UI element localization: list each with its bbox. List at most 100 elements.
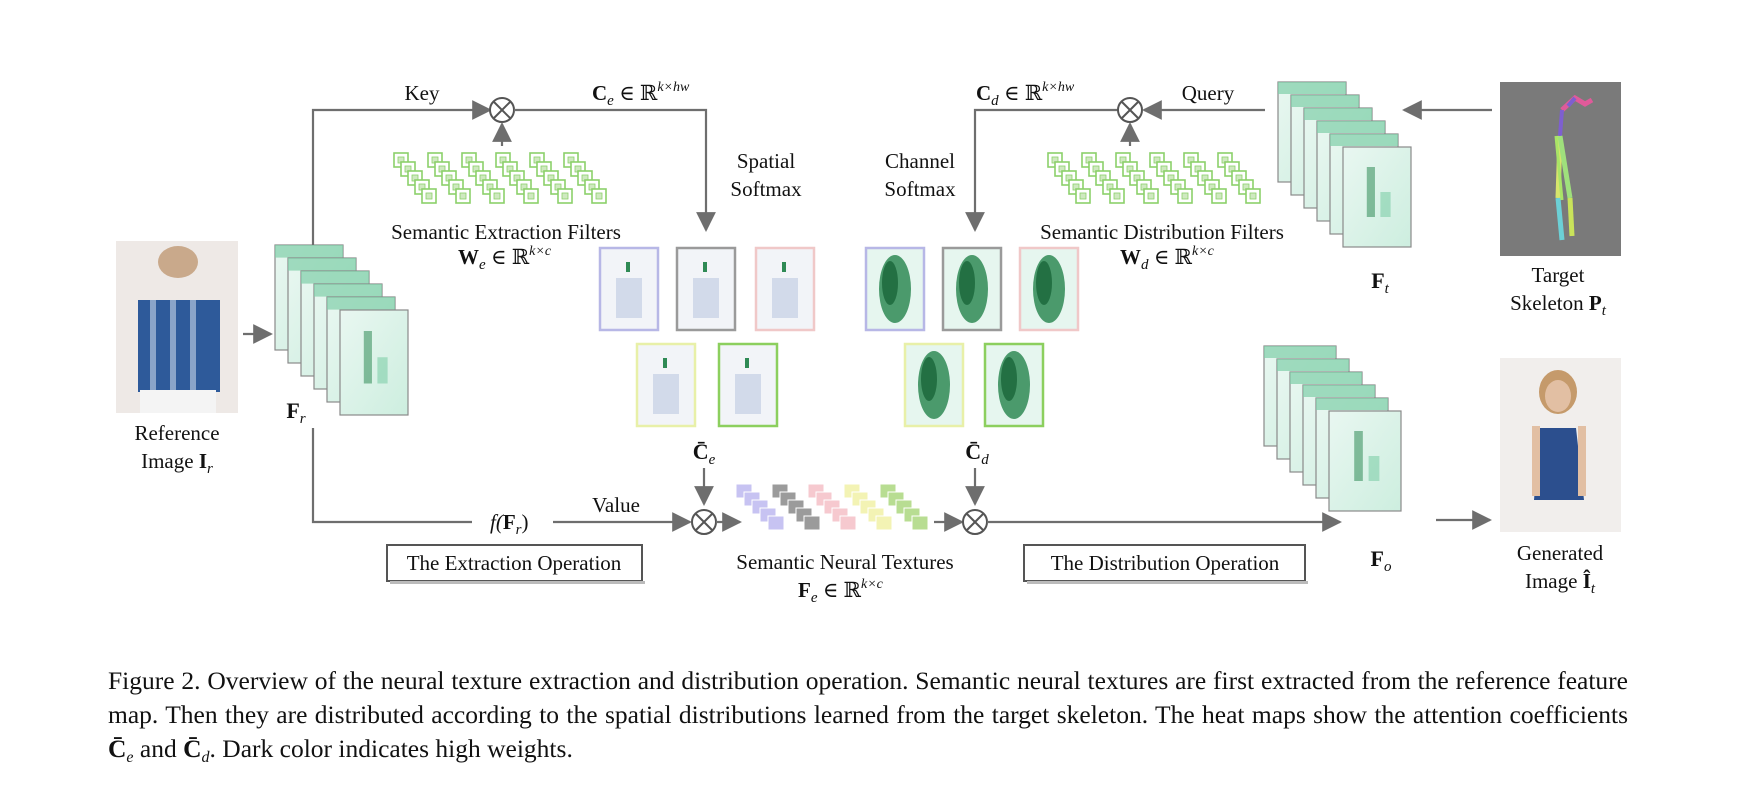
reference-image-symbol: Image Ir xyxy=(141,449,213,477)
ce-panel xyxy=(754,246,816,332)
ft-band xyxy=(1317,121,1385,133)
caption-ce-sub: e xyxy=(126,749,134,766)
cd-blob xyxy=(959,261,975,305)
cbar-e-label: C̄e xyxy=(693,439,716,468)
generated-image-label: Generated xyxy=(1517,541,1604,565)
wd-label: Wd ∈ ℝk×c xyxy=(1120,244,1215,273)
cd-blob xyxy=(1001,357,1017,401)
ft-band xyxy=(1278,82,1346,94)
caption-ce-symbol: C̄ xyxy=(108,734,127,763)
fr-band xyxy=(288,258,356,271)
channel-softmax-label-1: Channel xyxy=(885,149,955,173)
fr-label: Fr xyxy=(286,398,305,427)
semantic-distribution-filters-label: Semantic Distribution Filters xyxy=(1040,220,1284,244)
ce-activation xyxy=(626,262,630,272)
extraction-operation-box: The Extraction Operation xyxy=(386,544,645,584)
query-label: Query xyxy=(1182,81,1235,105)
texture-cube xyxy=(911,515,929,531)
ft-activation xyxy=(1380,192,1391,217)
distribution-filter-core xyxy=(1079,192,1087,200)
key-path xyxy=(311,100,492,245)
cbar-d-label: C̄d xyxy=(965,439,989,468)
ft-label: Ft xyxy=(1371,268,1389,297)
ce-garment xyxy=(772,278,798,318)
value-path-left xyxy=(311,428,472,524)
ce-activation xyxy=(703,262,707,272)
fo-band xyxy=(1303,385,1375,397)
distribution-filter-core xyxy=(1249,192,1257,200)
key-label: Key xyxy=(405,81,440,105)
ce-path xyxy=(514,108,716,232)
fo-map xyxy=(1328,410,1402,512)
extraction-filter-core xyxy=(425,192,433,200)
fo-activation xyxy=(1368,456,1380,481)
ce-activation xyxy=(663,358,667,368)
ce-garment xyxy=(616,278,642,318)
channel-softmax-label-2: Softmax xyxy=(884,177,956,201)
texture-cube xyxy=(839,515,857,531)
semantic-neural-textures xyxy=(735,483,929,531)
caption-prefix: Figure 2. Overview of the neural texture… xyxy=(108,666,1628,729)
cd-label: Cd ∈ ℝk×hw xyxy=(976,80,1075,109)
caption-cd-symbol: C̄ xyxy=(183,734,202,763)
ce-heatmaps xyxy=(598,246,816,428)
f-fr-label: f(Fr) xyxy=(490,510,529,538)
we-label: We ∈ ℝk×c xyxy=(458,244,552,273)
fo-label: Fo xyxy=(1371,546,1392,575)
extraction-filter-core xyxy=(459,192,467,200)
svg-text:The Extraction Operation: The Extraction Operation xyxy=(407,551,622,575)
multiply-op-query xyxy=(1117,97,1143,123)
texture-cube xyxy=(767,515,785,531)
ce-label: Ce ∈ ℝk×hw xyxy=(592,80,690,109)
ce-garment xyxy=(653,374,679,414)
generated-image xyxy=(1500,358,1621,532)
fr-map xyxy=(339,309,409,416)
spatial-softmax-label-2: Softmax xyxy=(730,177,802,201)
distribution-filter-core xyxy=(1113,192,1121,200)
target-skeleton-label: Target xyxy=(1532,263,1585,287)
distribution-filter-core xyxy=(1181,192,1189,200)
generated-image-symbol: Image Ît xyxy=(1525,569,1596,597)
ft-map xyxy=(1342,146,1412,248)
cd-blob xyxy=(921,357,937,401)
extraction-filter-core xyxy=(527,192,535,200)
feature-stack-fr xyxy=(274,244,409,416)
semantic-neural-textures-label: Semantic Neural Textures xyxy=(736,550,953,574)
multiply-op-distribution xyxy=(962,509,988,535)
fr-activation xyxy=(363,331,372,384)
feature-stack-fo xyxy=(1263,345,1402,512)
fo-band xyxy=(1290,372,1362,384)
ft-activation xyxy=(1366,167,1375,217)
reference-image-label: Reference xyxy=(134,421,219,445)
cd-path xyxy=(965,108,1118,232)
spatial-softmax-label-1: Spatial xyxy=(737,149,795,173)
target-skeleton-symbol: Skeleton Pt xyxy=(1510,291,1607,319)
caption-and: and xyxy=(133,734,184,763)
texture-cube xyxy=(803,515,821,531)
svg-text:The Distribution Operation: The Distribution Operation xyxy=(1051,551,1280,575)
fr-band xyxy=(301,271,369,284)
caption-suffix: . Dark color indicates high weights. xyxy=(209,734,573,763)
cd-heatmaps xyxy=(864,246,1080,428)
distribution-operation-box: The Distribution Operation xyxy=(1023,544,1308,584)
target-skeleton-image xyxy=(1500,82,1621,256)
multiply-op-value xyxy=(691,509,717,535)
cd-blob xyxy=(1036,261,1052,305)
ce-garment xyxy=(735,374,761,414)
ft-band xyxy=(1291,95,1359,107)
semantic-extraction-filters-label: Semantic Extraction Filters xyxy=(391,220,621,244)
fr-activation xyxy=(377,357,388,384)
fo-band xyxy=(1264,346,1336,358)
fo-activation xyxy=(1354,431,1363,481)
extraction-filter-core xyxy=(493,192,501,200)
cd-blob xyxy=(882,261,898,305)
fo-band xyxy=(1316,398,1388,410)
fr-band xyxy=(275,245,343,258)
ce-activation xyxy=(782,262,786,272)
ft-band xyxy=(1304,108,1372,120)
caption-cd-sub: d xyxy=(201,749,210,766)
distribution-filter-core xyxy=(1215,192,1223,200)
semantic-distribution-filters xyxy=(1047,152,1261,204)
fe-label: Fe ∈ ℝk×c xyxy=(798,577,884,606)
